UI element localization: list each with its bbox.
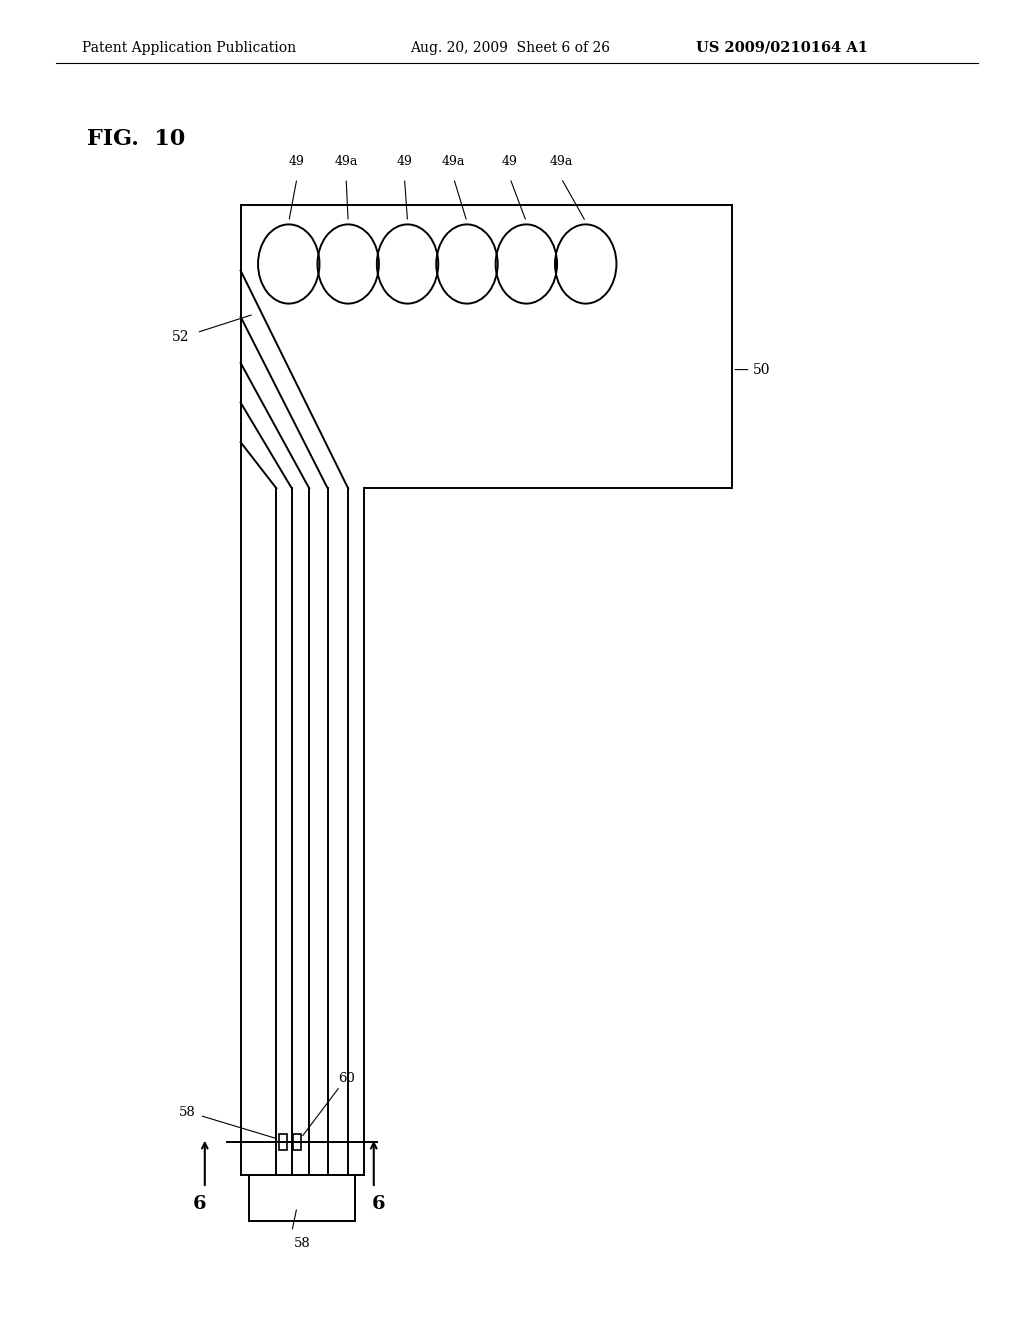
Text: 49: 49 [502, 154, 518, 168]
Text: 6: 6 [372, 1195, 386, 1213]
Text: 49a: 49a [550, 154, 572, 168]
Text: 49a: 49a [335, 154, 357, 168]
Text: 49a: 49a [442, 154, 465, 168]
Text: 50: 50 [753, 363, 770, 376]
Text: 58: 58 [294, 1237, 310, 1250]
Text: 52: 52 [172, 330, 189, 343]
Text: 60: 60 [338, 1072, 354, 1085]
Text: Aug. 20, 2009  Sheet 6 of 26: Aug. 20, 2009 Sheet 6 of 26 [410, 41, 609, 54]
Text: FIG.  10: FIG. 10 [87, 128, 185, 149]
Bar [293, 1134, 301, 1150]
Bar [249, 1175, 355, 1221]
Text: US 2009/0210164 A1: US 2009/0210164 A1 [696, 41, 868, 54]
Text: 49: 49 [396, 154, 413, 168]
Text: 6: 6 [193, 1195, 207, 1213]
Text: Patent Application Publication: Patent Application Publication [82, 41, 296, 54]
Text: 49: 49 [289, 154, 305, 168]
Text: 58: 58 [179, 1106, 196, 1119]
Bar [279, 1134, 287, 1150]
